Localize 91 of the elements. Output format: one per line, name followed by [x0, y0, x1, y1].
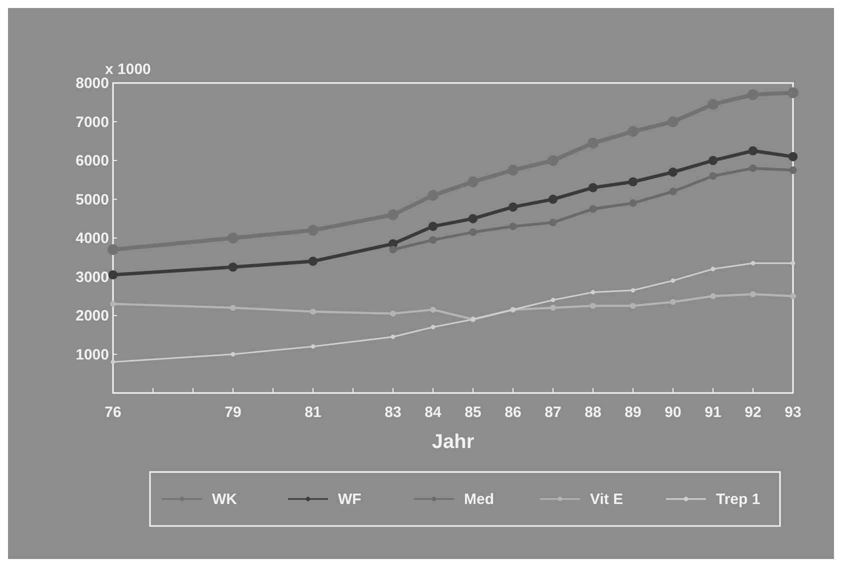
point: [548, 194, 558, 204]
legend-label: Med: [464, 491, 494, 508]
point: [748, 146, 758, 156]
point: [389, 246, 397, 254]
x-tick-label: 84: [424, 404, 442, 421]
y-tick-label: 7000: [76, 114, 109, 131]
point: [230, 352, 236, 356]
point: [468, 176, 478, 188]
point: [390, 334, 396, 340]
point: [388, 209, 398, 220]
point: [749, 164, 757, 172]
point: [228, 262, 238, 272]
point: [669, 188, 677, 196]
point: [709, 172, 717, 180]
point: [308, 256, 318, 266]
point: [468, 214, 478, 224]
point: [708, 98, 718, 110]
point: [750, 291, 756, 298]
point: [589, 205, 597, 213]
y-tick-label: 1000: [76, 346, 109, 364]
point: [788, 152, 798, 162]
point: [588, 138, 598, 148]
point: [790, 293, 796, 300]
point: [428, 190, 438, 201]
point: [750, 260, 756, 266]
x-tick-label: 86: [504, 404, 522, 421]
x-tick-label: 91: [704, 404, 722, 421]
y-tick-label: 3000: [76, 268, 109, 286]
point: [588, 183, 598, 192]
point: [110, 300, 116, 307]
point: [628, 126, 638, 137]
point: [670, 298, 676, 305]
x-tick-label: 79: [224, 404, 242, 421]
point: [668, 116, 678, 128]
point: [670, 278, 676, 283]
point: [430, 324, 436, 330]
point: [429, 236, 437, 244]
point: [108, 270, 118, 280]
x-tick-label: 81: [304, 404, 322, 421]
point: [590, 290, 596, 294]
x-tick-label: 76: [104, 404, 122, 421]
point: [110, 360, 116, 364]
point: [310, 308, 316, 315]
x-tick-label: 88: [584, 404, 602, 421]
point: [748, 89, 758, 100]
legend-label: WK: [212, 491, 238, 508]
point: [310, 344, 316, 349]
y-tick-label: 2000: [76, 308, 109, 324]
x-tick-label: 85: [464, 404, 482, 421]
point: [668, 168, 678, 177]
x-tick-label: 87: [544, 404, 562, 421]
point: [548, 155, 558, 166]
x-tick-label: 89: [624, 404, 642, 421]
point: [710, 293, 716, 300]
point: [228, 232, 238, 244]
point: [630, 288, 636, 293]
point: [469, 228, 477, 236]
point: [430, 306, 436, 313]
point: [628, 177, 638, 186]
point: [790, 260, 796, 266]
legend-label: Vit E: [590, 491, 624, 508]
point: [508, 164, 518, 176]
point: [590, 302, 596, 309]
point: [549, 218, 557, 226]
y-axis-title: x 1000: [105, 61, 151, 78]
legend-label: WF: [338, 491, 362, 508]
x-axis-title: Jahr: [432, 431, 474, 453]
point: [509, 222, 517, 230]
point: [230, 304, 236, 311]
y-tick-label: 8000: [76, 75, 109, 92]
x-tick-label: 83: [384, 404, 402, 421]
y-tick-label: 6000: [76, 152, 109, 170]
point: [550, 304, 556, 311]
x-tick-label: 90: [664, 404, 682, 421]
x-tick-label: 92: [744, 404, 762, 421]
point: [428, 222, 438, 231]
point: [108, 244, 118, 256]
y-tick-label: 4000: [76, 230, 109, 247]
point: [789, 166, 797, 174]
legend-label: Trep 1: [716, 491, 760, 508]
point: [788, 87, 798, 98]
point: [629, 199, 637, 207]
point: [710, 266, 716, 272]
point: [550, 298, 556, 302]
point: [630, 302, 636, 309]
x-tick-label: 93: [784, 404, 802, 421]
point: [508, 202, 518, 212]
point: [708, 156, 718, 166]
y-tick-label: 5000: [76, 191, 109, 208]
point: [390, 310, 396, 317]
point: [308, 224, 318, 236]
